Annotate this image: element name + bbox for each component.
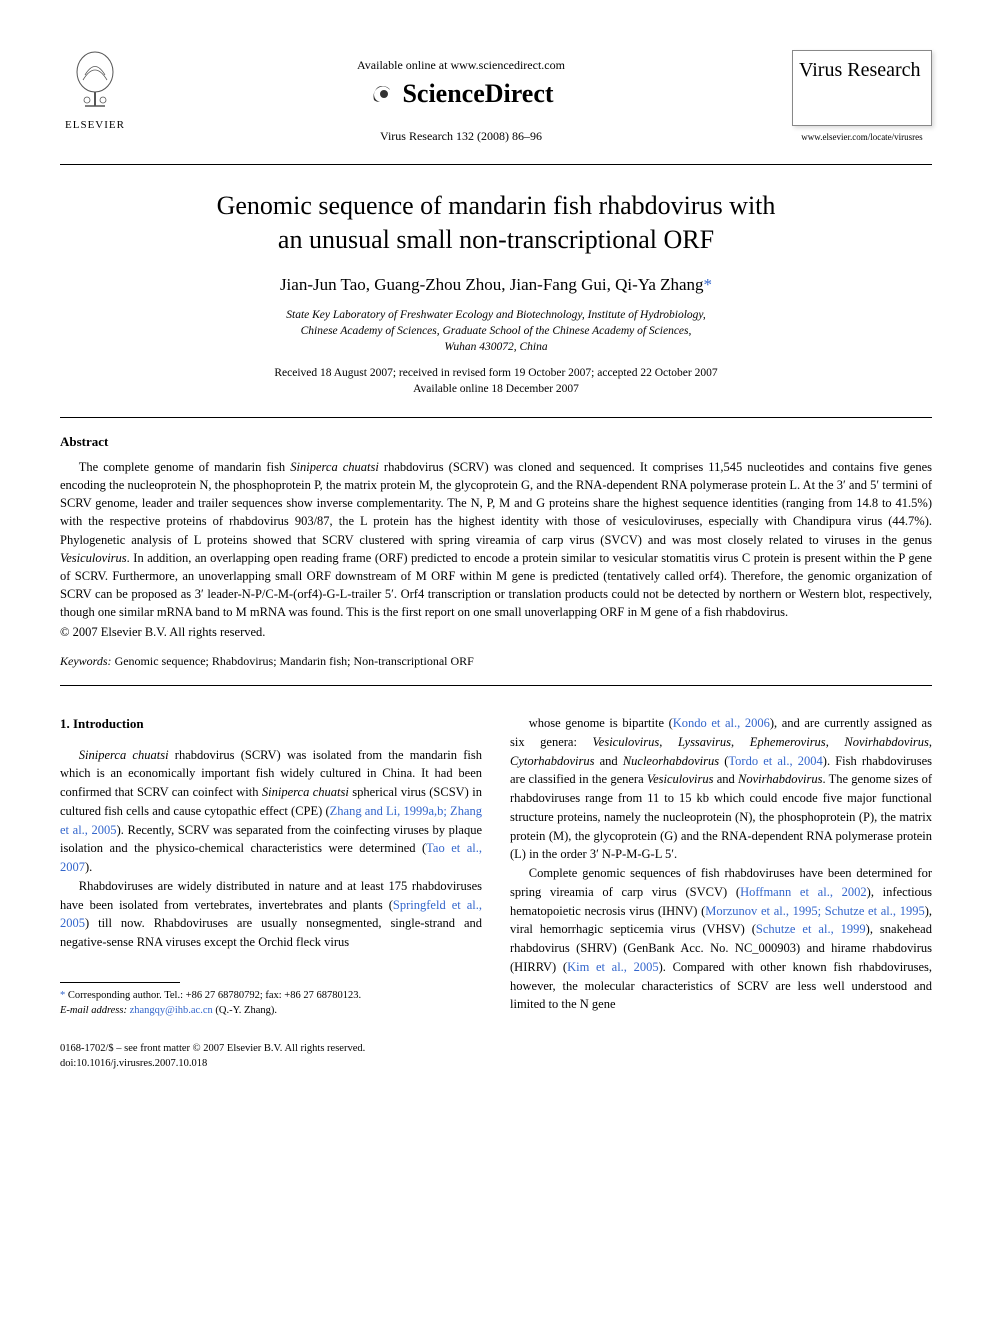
footer: 0168-1702/$ – see front matter © 2007 El…	[60, 1042, 932, 1071]
copyright-line: © 2007 Elsevier B.V. All rights reserved…	[60, 625, 932, 640]
article-title: Genomic sequence of mandarin fish rhabdo…	[60, 189, 932, 257]
keywords-text: Genomic sequence; Rhabdovirus; Mandarin …	[115, 654, 474, 668]
sciencedirect-logo: ScienceDirect	[368, 79, 553, 109]
title-line-1: Genomic sequence of mandarin fish rhabdo…	[217, 191, 776, 220]
abstract-bottom-divider	[60, 685, 932, 686]
left-column: 1. Introduction Siniperca chuatsi rhabdo…	[60, 714, 482, 1018]
corresponding-footnote: * Corresponding author. Tel.: +86 27 687…	[60, 989, 482, 1004]
email-label: E-mail address:	[60, 1005, 127, 1016]
header-row: ELSEVIER Available online at www.science…	[60, 50, 932, 144]
elsevier-label: ELSEVIER	[60, 119, 130, 131]
affiliation: State Key Laboratory of Freshwater Ecolo…	[60, 307, 932, 355]
intro-para-1: Siniperca chuatsi rhabdovirus (SCRV) was…	[60, 746, 482, 877]
sciencedirect-icon	[368, 80, 396, 108]
journal-url[interactable]: www.elsevier.com/locate/virusres	[792, 132, 932, 142]
header-divider	[60, 164, 932, 165]
footer-doi: doi:10.1016/j.virusres.2007.10.018	[60, 1058, 207, 1069]
body-columns: 1. Introduction Siniperca chuatsi rhabdo…	[60, 714, 932, 1018]
affiliation-line-1: State Key Laboratory of Freshwater Ecolo…	[286, 309, 705, 321]
journal-box-title: Virus Research	[799, 59, 925, 81]
keywords-line: Keywords: Genomic sequence; Rhabdovirus;…	[60, 654, 932, 669]
keywords-label: Keywords:	[60, 654, 112, 668]
dates-line-1: Received 18 August 2007; received in rev…	[274, 367, 717, 379]
authors-line: Jian-Jun Tao, Guang-Zhou Zhou, Jian-Fang…	[60, 275, 932, 295]
right-column: whose genome is bipartite (Kondo et al.,…	[510, 714, 932, 1018]
corresponding-mark[interactable]: *	[704, 275, 713, 294]
journal-reference: Virus Research 132 (2008) 86–96	[130, 129, 792, 144]
journal-cover-box: Virus Research	[792, 50, 932, 126]
abstract-body: The complete genome of mandarin fish Sin…	[60, 458, 932, 621]
intro-para-4: Complete genomic sequences of fish rhabd…	[510, 864, 932, 1014]
elsevier-tree-icon	[65, 50, 125, 110]
elsevier-logo: ELSEVIER	[60, 50, 130, 131]
affiliation-line-2: Chinese Academy of Sciences, Graduate Sc…	[301, 325, 692, 337]
journal-box-wrap: Virus Research www.elsevier.com/locate/v…	[792, 50, 932, 142]
introduction-heading: 1. Introduction	[60, 714, 482, 734]
abstract-top-divider	[60, 417, 932, 418]
email-name: (Q.-Y. Zhang).	[215, 1005, 277, 1016]
footnote-separator	[60, 982, 180, 983]
intro-para-2: Rhabdoviruses are widely distributed in …	[60, 877, 482, 952]
abstract-heading: Abstract	[60, 434, 932, 450]
footer-line-1: 0168-1702/$ – see front matter © 2007 El…	[60, 1043, 365, 1054]
author-names: Jian-Jun Tao, Guang-Zhou Zhou, Jian-Fang…	[280, 275, 704, 294]
intro-para-3: whose genome is bipartite (Kondo et al.,…	[510, 714, 932, 864]
available-online-text: Available online at www.sciencedirect.co…	[130, 58, 792, 73]
email-address[interactable]: zhangqy@ihb.ac.cn	[130, 1005, 213, 1016]
dates-line-2: Available online 18 December 2007	[413, 383, 579, 395]
sciencedirect-label: ScienceDirect	[402, 79, 553, 109]
affiliation-line-3: Wuhan 430072, China	[444, 341, 547, 353]
title-line-2: an unusual small non-transcriptional ORF	[278, 225, 714, 254]
email-footnote: E-mail address: zhangqy@ihb.ac.cn (Q.-Y.…	[60, 1004, 482, 1019]
header-center: Available online at www.sciencedirect.co…	[130, 50, 792, 144]
article-dates: Received 18 August 2007; received in rev…	[60, 365, 932, 397]
